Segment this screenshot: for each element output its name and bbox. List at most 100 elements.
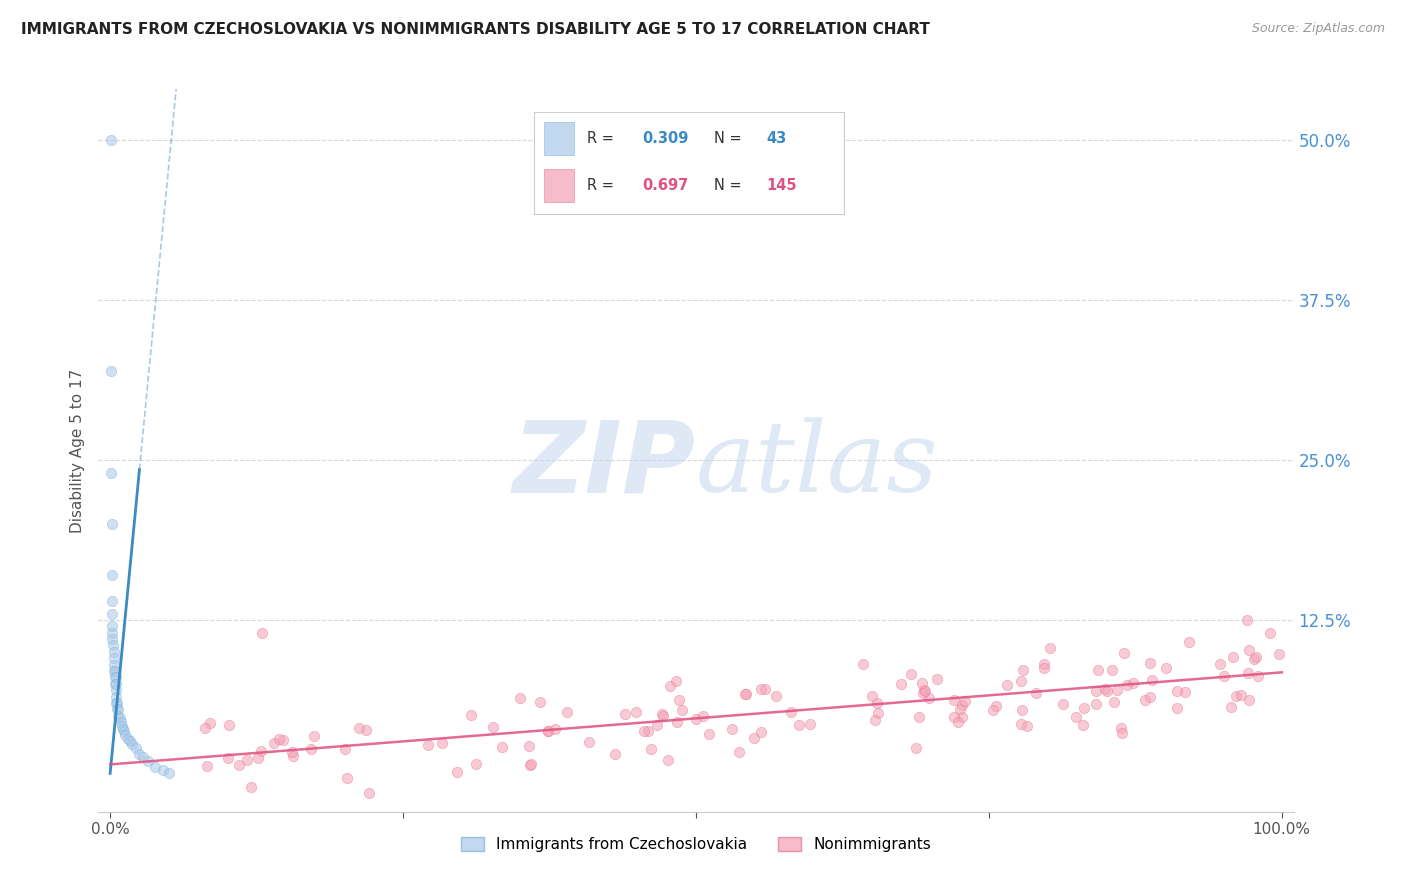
Text: N =: N = [714,178,747,193]
Point [614,706,637,721]
Point [665,715,688,730]
Point [537,723,560,738]
Point [1166,700,1188,714]
Point [281,745,304,759]
Point [1122,675,1144,690]
Point [1139,690,1161,704]
Point [120,734,141,748]
Point [749,681,772,696]
Point [263,735,285,749]
Point [1225,690,1247,704]
Point [1107,683,1129,698]
FancyBboxPatch shape [544,169,575,202]
Point [1011,703,1033,717]
Point [1268,647,1291,661]
Point [721,722,744,736]
Point [995,678,1018,692]
Point [101,625,124,640]
Point [927,672,949,686]
Point [482,720,505,734]
Point [1154,661,1177,675]
Point [754,682,776,697]
Point [866,706,889,720]
Point [460,708,482,723]
Point [1010,673,1032,688]
Point [1033,661,1056,675]
Point [112,722,135,736]
Point [865,713,887,727]
Point [197,759,219,773]
Point [633,724,655,739]
Point [333,742,356,756]
Point [217,751,239,765]
Point [651,707,673,722]
Point [665,674,688,689]
Point [1101,663,1123,677]
Text: R =: R = [586,130,619,145]
Point [728,745,751,759]
Point [1237,665,1260,680]
Point [100,363,122,377]
Point [107,702,129,716]
Point [103,657,125,672]
Point [105,677,128,691]
Point [1087,664,1109,678]
Point [1071,718,1094,732]
FancyBboxPatch shape [544,122,575,154]
Point [1052,697,1074,711]
Point [198,715,221,730]
Point [529,695,551,709]
Point [543,722,565,736]
Point [1084,697,1107,711]
Point [1174,685,1197,699]
Point [914,683,936,698]
Point [1039,640,1062,655]
Point [354,723,377,737]
Point [108,711,131,725]
Point [416,738,439,752]
Point [624,705,647,719]
Point [852,657,875,671]
Point [267,732,290,747]
Point [103,651,125,665]
Point [465,756,488,771]
Point [799,717,821,731]
Point [1243,652,1265,666]
Text: R =: R = [586,178,619,193]
Point [246,751,269,765]
Point [1133,692,1156,706]
Point [236,753,259,767]
Point [110,715,132,730]
Legend: Immigrants from Czechoslovakia, Nonimmigrants: Immigrants from Czechoslovakia, Nonimmig… [456,830,936,858]
Point [955,694,977,708]
Point [250,744,273,758]
Point [904,740,927,755]
Point [950,698,973,713]
Text: N =: N = [714,130,747,145]
Point [103,664,125,678]
Point [734,687,756,701]
Point [949,702,972,716]
Point [692,709,714,723]
Point [100,133,122,147]
Point [735,687,758,701]
Point [578,735,600,749]
Point [104,664,127,678]
Point [509,690,531,705]
Point [107,708,129,723]
Point [1237,693,1260,707]
Point [866,696,889,710]
Point [1015,719,1038,733]
Text: 0.697: 0.697 [643,178,689,193]
Text: IMMIGRANTS FROM CZECHOSLOVAKIA VS NONIMMIGRANTS DISABILITY AGE 5 TO 17 CORRELATI: IMMIGRANTS FROM CZECHOSLOVAKIA VS NONIMM… [21,22,929,37]
Point [446,764,468,779]
Point [671,702,693,716]
Point [946,714,969,729]
Point [152,763,174,777]
Point [603,747,626,761]
Point [101,619,124,633]
Point [304,729,326,743]
Point [1094,682,1116,697]
Point [105,702,128,716]
Point [637,724,659,739]
